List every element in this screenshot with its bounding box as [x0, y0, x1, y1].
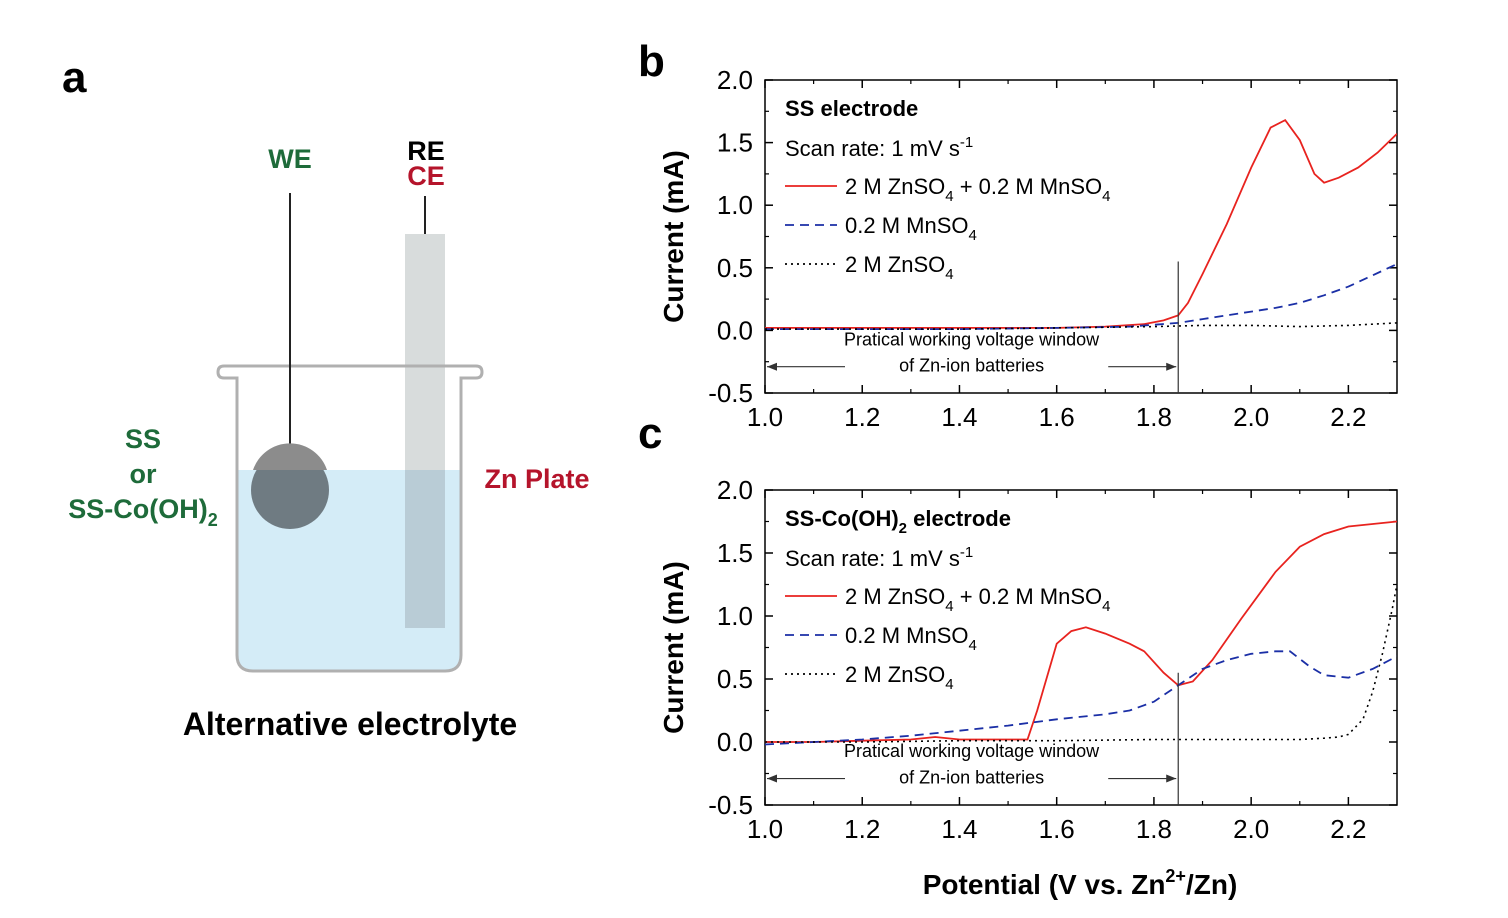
legend-label-1: 2 M ZnSO4 + 0.2 M MnSO4	[845, 584, 1111, 615]
y-tick-label: -0.5	[708, 378, 753, 408]
ce-label: CE	[407, 161, 445, 191]
x-axis-label: Potential (V vs. Zn2+/Zn)	[923, 866, 1238, 900]
window-arrowhead-right	[1166, 362, 1177, 371]
window-arrowhead-left	[767, 774, 777, 783]
x-tick-label: 1.8	[1136, 814, 1172, 844]
legend-label-2: 0.2 M MnSO4	[845, 623, 977, 654]
legend-label-3: 2 M ZnSO4	[845, 252, 954, 283]
we-disk	[251, 451, 329, 529]
x-tick-label: 1.4	[941, 402, 977, 432]
x-tick-label: 1.2	[844, 814, 880, 844]
ss-coh2-label: SS-Co(OH)2	[68, 494, 218, 530]
panel-letter-b: b	[638, 37, 665, 86]
panel-b: b 1.0 1.2 1.4 1.6 1.8 2.0 2.2 -0.5 0.0 0.5 1.0 1.5 2…	[638, 37, 1398, 432]
scan-rate: Scan rate: 1 mV s-1	[785, 134, 973, 161]
x-tick-label: 2.0	[1233, 402, 1269, 432]
window-text-line-2: of Zn-ion batteries	[899, 356, 1044, 376]
x-tick-label: 2.2	[1330, 402, 1366, 432]
legend-label-1: 2 M ZnSO4 + 0.2 M MnSO4	[845, 174, 1111, 205]
y-axis-label: Current (mA)	[658, 561, 689, 734]
panel-a: a WE RE CE SS or SS-Co(OH)2 Zn Plate Alt…	[62, 53, 590, 742]
we-disk-top	[253, 443, 327, 470]
x-tick-label: 2.2	[1330, 814, 1366, 844]
y-tick-label: 0.5	[717, 664, 753, 694]
we-label: WE	[268, 144, 312, 174]
legend-label-3: 2 M ZnSO4	[845, 662, 954, 693]
ss-label: SS	[125, 424, 161, 454]
y-tick-label: 2.0	[717, 475, 753, 505]
or-label: or	[130, 459, 157, 489]
panel-a-caption: Alternative electrolyte	[183, 706, 517, 742]
x-tick-label: 1.8	[1136, 402, 1172, 432]
series-line-3	[765, 584, 1397, 743]
ce-rod-immersed	[405, 470, 445, 628]
window-arrowhead-right	[1166, 774, 1177, 783]
x-tick-label: 1.0	[747, 402, 783, 432]
re-label: RE	[407, 136, 445, 166]
panel-letter-c: c	[638, 409, 662, 458]
y-tick-label: 2.0	[717, 65, 753, 95]
y-tick-label: 1.5	[717, 128, 753, 158]
chart-title: SS-Co(OH)2 electrode	[785, 506, 1011, 537]
legend-label-2: 0.2 M MnSO4	[845, 213, 977, 244]
window-arrowhead-left	[767, 362, 777, 371]
y-tick-label: 0.0	[717, 315, 753, 345]
x-tick-label: 1.4	[941, 814, 977, 844]
y-axis-label: Current (mA)	[658, 150, 689, 323]
series-line-1	[765, 520, 1397, 743]
y-tick-label: -0.5	[708, 790, 753, 820]
y-tick-label: 1.0	[717, 190, 753, 220]
x-tick-label: 1.6	[1039, 402, 1075, 432]
window-text-line-1: Pratical working voltage window	[844, 329, 1100, 349]
panel-c: c 1.0 1.2 1.4 1.6 1.8 2.0 2.2 -0.5 0.0 0.5 1.0 1.5 2…	[638, 409, 1398, 844]
y-tick-label: 0.5	[717, 253, 753, 283]
x-tick-label: 1.0	[747, 814, 783, 844]
beaker	[216, 364, 484, 673]
panel-letter-a: a	[62, 53, 87, 102]
y-tick-label: 1.5	[717, 538, 753, 568]
x-tick-label: 2.0	[1233, 814, 1269, 844]
y-tick-label: 1.0	[717, 601, 753, 631]
x-tick-label: 1.2	[844, 402, 880, 432]
zn-plate-label: Zn Plate	[484, 464, 589, 494]
window-text-line-1: Pratical working voltage window	[844, 741, 1100, 761]
scan-rate: Scan rate: 1 mV s-1	[785, 544, 973, 571]
y-tick-label: 0.0	[717, 727, 753, 757]
series-line-3	[765, 322, 1397, 330]
window-text-line-2: of Zn-ion batteries	[899, 768, 1044, 788]
chart-title: SS electrode	[785, 96, 918, 121]
x-tick-label: 1.6	[1039, 814, 1075, 844]
